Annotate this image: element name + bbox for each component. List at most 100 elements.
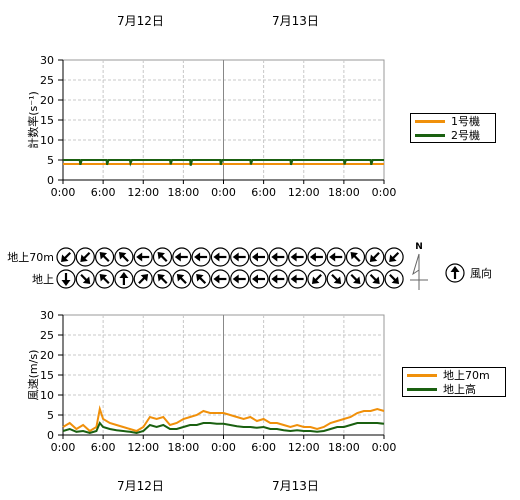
wind-direction-arrow-icon — [365, 269, 385, 289]
date-label-bottom-2: 7月13日 — [272, 479, 319, 493]
wind-direction-arrow-icon — [152, 269, 173, 289]
wind-direction-arrow-icon — [56, 247, 76, 267]
x-tick-label: 0:00 — [51, 441, 76, 454]
wind-row-label: 地上 — [32, 273, 54, 286]
x-tick-label: 0:00 — [372, 441, 397, 454]
wind-speed-chart: 0 5 10 15 20 25 30 0:00 6:00 12:00 18:00 0:00 6:00 12… — [27, 309, 397, 454]
wind-direction-arrow-icon — [133, 247, 153, 267]
wind-direction-arrow-icon — [384, 269, 404, 289]
wind-direction-arrow-icon — [152, 247, 173, 267]
count-rate-chart: 0 5 10 15 20 25 30 0:00 6:00 12:00 18:00 0:00 6:00 12… — [26, 54, 397, 199]
y-tick-label: 0 — [47, 174, 54, 187]
legend-label-unit1: 1号機 — [451, 115, 480, 128]
wind-direction-arrow-icon — [326, 269, 346, 289]
wind-direction-arrow-icon — [384, 247, 404, 267]
y-tick-label: 20 — [40, 94, 54, 107]
y-tick-label: 25 — [40, 329, 54, 342]
y-tick-label: 25 — [40, 74, 54, 87]
north-label: N — [415, 242, 423, 252]
x-tick-label: 6:00 — [91, 441, 116, 454]
wind-direction-arrow-icon — [345, 269, 366, 289]
legend-label-ground: 地上高 — [443, 383, 476, 396]
series-line-0 — [62, 405, 385, 433]
legend-swatch-unit1 — [415, 119, 445, 123]
y-axis-label: 風速(m/s) — [27, 350, 40, 401]
legend-item-70m: 地上70m — [403, 368, 505, 382]
x-tick-label: 12:00 — [288, 186, 320, 199]
wind-direction-arrow-icon — [172, 269, 192, 289]
wind-direction-arrow-icon — [210, 247, 230, 267]
wind-direction-arrow-icon — [288, 247, 308, 267]
wind-direction-arrow-icon — [75, 269, 95, 289]
x-tick-label: 18:00 — [168, 186, 200, 199]
wind-direction-arrow-icon — [191, 247, 211, 267]
legend-item-unit2: 2号機 — [411, 128, 495, 142]
count-rate-legend: 1号機 2号機 — [410, 113, 496, 143]
y-tick-label: 5 — [47, 409, 54, 422]
wind-direction-arrow-icon — [307, 247, 327, 267]
x-tick-label: 12:00 — [127, 186, 159, 199]
wind-direction-arrow-icon — [191, 269, 211, 289]
x-tick-label: 12:00 — [127, 441, 159, 454]
y-tick-label: 30 — [40, 309, 54, 322]
date-label-bottom-1: 7月12日 — [117, 479, 164, 493]
wind-direction-panel: 地上70m 地上 N 風向 — [7, 242, 492, 290]
legend-swatch-70m — [407, 373, 437, 377]
y-tick-label: 20 — [40, 349, 54, 362]
wind-direction-arrow-icon — [307, 269, 327, 289]
y-tick-label: 5 — [47, 154, 54, 167]
y-tick-label: 10 — [40, 389, 54, 402]
x-tick-label: 18:00 — [328, 441, 360, 454]
x-tick-label: 12:00 — [288, 441, 320, 454]
wind-direction-arrow-icon — [288, 269, 308, 289]
y-tick-label: 30 — [40, 54, 54, 67]
series-line-1 — [62, 421, 385, 435]
legend-item-ground: 地上高 — [403, 382, 505, 396]
x-tick-label: 6:00 — [251, 441, 276, 454]
y-tick-label: 0 — [47, 429, 54, 442]
wind-direction-arrow-icon — [249, 247, 269, 267]
x-tick-label: 0:00 — [211, 441, 236, 454]
wind-direction-arrow-icon — [75, 247, 95, 267]
y-tick-label: 15 — [40, 369, 54, 382]
wind-direction-arrow-icon — [114, 269, 134, 289]
wind-direction-legend-label: 風向 — [470, 266, 492, 280]
x-tick-label: 18:00 — [328, 186, 360, 199]
wind-direction-arrow-icon — [230, 247, 250, 267]
wind-direction-arrow-icon — [230, 269, 250, 289]
x-tick-label: 0:00 — [211, 186, 236, 199]
wind-direction-arrow-icon — [56, 269, 76, 289]
wind-speed-legend: 地上70m 地上高 — [402, 367, 506, 397]
x-tick-label: 18:00 — [168, 441, 200, 454]
y-tick-label: 15 — [40, 114, 54, 127]
date-label-top-1: 7月12日 — [117, 14, 164, 28]
legend-label-70m: 地上70m — [443, 369, 490, 382]
wind-direction-arrow-icon — [172, 247, 192, 267]
y-axis-label: 計数率(s⁻¹) — [26, 91, 40, 149]
x-tick-label: 6:00 — [251, 186, 276, 199]
wind-direction-arrow-icon — [345, 247, 366, 267]
wind-direction-arrow-icon — [210, 269, 230, 289]
series-line-1 — [63, 159, 384, 167]
wind-direction-arrow-icon — [249, 269, 269, 289]
x-tick-label: 0:00 — [372, 186, 397, 199]
wind-direction-arrow-icon — [268, 269, 288, 289]
legend-swatch-unit2 — [415, 133, 445, 137]
x-tick-label: 0:00 — [51, 186, 76, 199]
wind-direction-arrow-icon — [114, 247, 134, 267]
y-tick-label: 10 — [40, 134, 54, 147]
x-tick-label: 6:00 — [91, 186, 116, 199]
legend-swatch-ground — [407, 387, 437, 391]
wind-direction-arrow-icon — [268, 247, 288, 267]
date-label-top-2: 7月13日 — [272, 14, 319, 28]
north-compass-icon — [410, 253, 428, 290]
legend-item-unit1: 1号機 — [411, 114, 495, 128]
wind-direction-arrow-icon — [133, 269, 153, 289]
wind-direction-arrow-icon — [326, 247, 346, 267]
legend-label-unit2: 2号機 — [451, 129, 480, 142]
wind-direction-arrow-icon — [94, 247, 115, 267]
wind-direction-arrow-icon — [365, 247, 385, 267]
wind-direction-arrow-icon — [94, 269, 115, 289]
wind-direction-legend-icon — [445, 263, 465, 283]
wind-row-label: 地上70m — [7, 251, 54, 264]
